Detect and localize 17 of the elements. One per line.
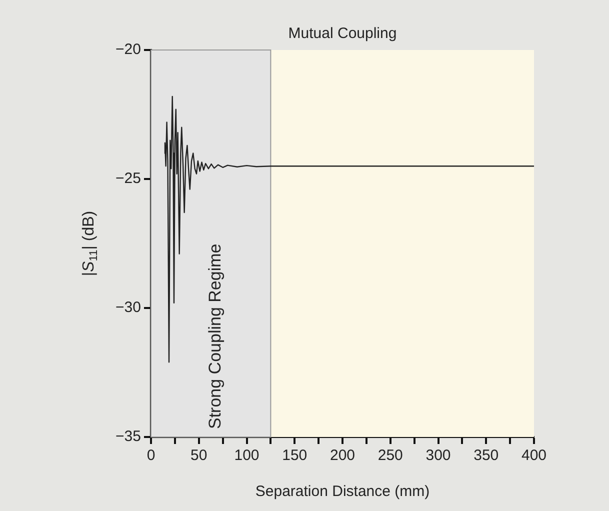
band-label: Strong Coupling Regime bbox=[206, 244, 225, 429]
y-tick-label: −25 bbox=[116, 170, 141, 188]
x-tick-label: 200 bbox=[330, 447, 356, 464]
chart-title: Mutual Coupling bbox=[288, 25, 397, 42]
x-tick-label: 0 bbox=[146, 447, 156, 464]
x-tick-label: 350 bbox=[474, 447, 499, 464]
x-tick-label: 300 bbox=[426, 447, 451, 464]
x-tick-label: 150 bbox=[282, 447, 308, 464]
y-tick-label: −20 bbox=[116, 41, 141, 58]
y-tick-label: −35 bbox=[116, 428, 141, 446]
x-tick-label: 50 bbox=[190, 447, 208, 464]
x-tick-label: 100 bbox=[234, 447, 260, 464]
y-tick-label: −30 bbox=[116, 299, 141, 316]
y-axis-title: |S11| (dB) bbox=[80, 210, 100, 276]
x-tick-label: 250 bbox=[378, 447, 403, 464]
x-tick-label: 400 bbox=[521, 447, 547, 464]
x-axis-title: Separation Distance (mm) bbox=[255, 483, 430, 500]
